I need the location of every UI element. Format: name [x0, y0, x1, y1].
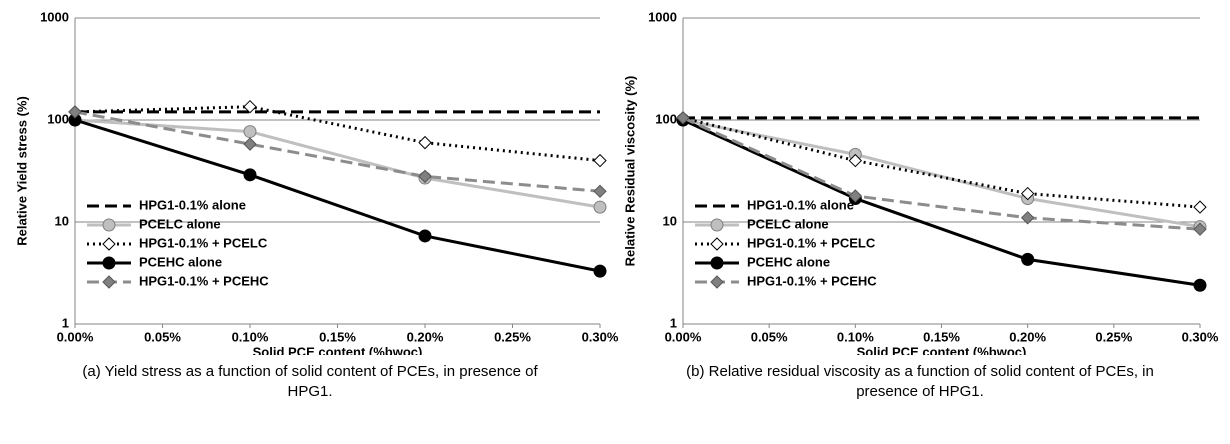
- x-tick-label: 0.10%: [232, 329, 269, 344]
- marker: [243, 168, 257, 182]
- x-tick-label: 0.00%: [57, 329, 94, 344]
- legend-label: HPG1-0.1% + PCELC: [747, 235, 876, 250]
- y-tick-label: 10: [55, 213, 69, 228]
- legend-label: PCEHC alone: [747, 254, 830, 269]
- x-tick-label: 0.25%: [494, 329, 531, 344]
- x-tick-label: 0.20%: [1009, 329, 1046, 344]
- legend-label: HPG1-0.1% alone: [747, 197, 854, 212]
- marker: [593, 264, 607, 278]
- x-axis-label: Solid PCE content (%bwoc): [857, 344, 1027, 355]
- x-axis-label: Solid PCE content (%bwoc): [253, 344, 423, 355]
- series-line: [682, 116, 1201, 209]
- y-tick-label: 100: [47, 111, 69, 126]
- y-tick-label: 100: [655, 111, 677, 126]
- x-tick-label: 0.00%: [665, 329, 702, 344]
- marker: [1193, 222, 1207, 236]
- legend-marker: [102, 275, 116, 289]
- x-tick-label: 0.05%: [144, 329, 181, 344]
- x-tick-label: 0.15%: [319, 329, 356, 344]
- legend-marker: [102, 237, 116, 251]
- marker: [848, 189, 863, 203]
- legend-label: PCEHC alone: [139, 254, 222, 269]
- x-tick-label: 0.05%: [751, 329, 788, 344]
- marker: [418, 229, 432, 243]
- marker: [1193, 278, 1207, 292]
- marker: [418, 169, 432, 184]
- x-tick-label: 0.15%: [923, 329, 960, 344]
- series-line: [74, 110, 601, 193]
- marker: [68, 105, 82, 119]
- marker: [848, 153, 863, 168]
- y-tick-label: 1: [670, 315, 677, 330]
- legend-marker: [710, 256, 724, 270]
- legend-marker: [710, 275, 724, 289]
- legend-label: HPG1-0.1% alone: [139, 197, 246, 212]
- legend-label: HPG1-0.1% + PCEHC: [747, 273, 877, 288]
- marker: [1021, 252, 1035, 266]
- legend-marker: [710, 218, 724, 232]
- series-line: [682, 118, 1201, 287]
- series-line: [682, 116, 1201, 231]
- legend-label: PCELC alone: [139, 216, 221, 231]
- y-tick-label: 1000: [648, 9, 677, 24]
- legend-label: HPG1-0.1% + PCEHC: [139, 273, 269, 288]
- y-axis-label: Relative Residual viscosity (%): [622, 76, 637, 267]
- x-tick-label: 0.10%: [837, 329, 874, 344]
- marker: [418, 135, 432, 150]
- x-tick-label: 0.30%: [582, 329, 619, 344]
- y-tick-label: 10: [663, 213, 677, 228]
- legend-marker: [102, 256, 116, 270]
- marker: [243, 125, 257, 139]
- marker: [1020, 211, 1035, 225]
- marker: [593, 184, 607, 199]
- x-tick-label: 0.25%: [1095, 329, 1132, 344]
- y-tick-label: 1000: [40, 9, 69, 24]
- caption: (b) Relative residual viscosity as a fun…: [686, 363, 1154, 400]
- legend-label: PCELC alone: [747, 216, 829, 231]
- y-tick-label: 1: [62, 315, 69, 330]
- caption: (a) Yield stress as a function of solid …: [82, 363, 538, 400]
- marker: [593, 153, 607, 168]
- x-tick-label: 0.30%: [1182, 329, 1219, 344]
- x-tick-label: 0.20%: [407, 329, 444, 344]
- series-line: [74, 118, 601, 273]
- marker: [593, 200, 607, 214]
- marker: [676, 111, 690, 125]
- marker: [243, 137, 257, 151]
- marker: [1193, 200, 1207, 214]
- figure: 1 10 100 1000 0.00% 0.05% 0.10% 0.15% 0.20% 0.25%…: [14, 9, 1219, 355]
- series-line: [74, 105, 601, 163]
- legend-label: HPG1-0.1% + PCELC: [139, 235, 268, 250]
- legend-marker: [710, 237, 724, 251]
- legend-marker: [102, 218, 116, 232]
- marker: [243, 99, 257, 114]
- y-axis-label: Relative Yield stress (%): [14, 96, 29, 246]
- series-line: [74, 118, 601, 209]
- marker: [1020, 186, 1035, 201]
